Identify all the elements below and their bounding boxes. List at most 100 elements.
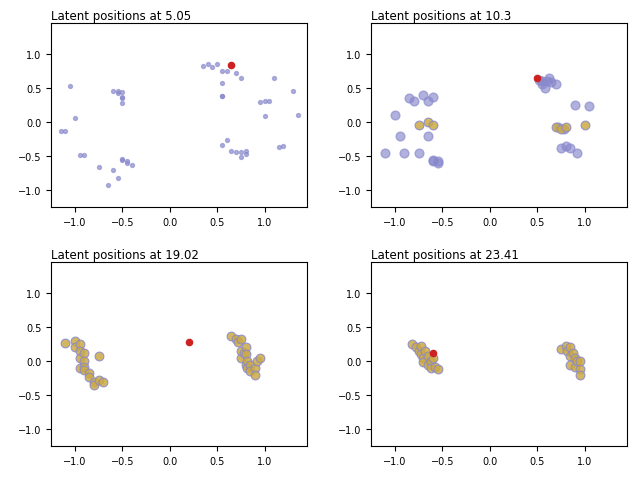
- Point: [553, 124, 563, 132]
- Point: [241, 361, 251, 369]
- Point: [575, 371, 585, 379]
- Point: [532, 75, 542, 83]
- Point: [93, 377, 104, 384]
- Point: [423, 132, 433, 140]
- Point: [418, 359, 428, 367]
- Point: [74, 340, 84, 348]
- Text: Latent positions at 23.41: Latent positions at 23.41: [371, 249, 519, 262]
- Point: [122, 159, 132, 167]
- Point: [433, 366, 443, 373]
- Point: [226, 332, 236, 340]
- Text: Latent positions at 10.3: Latent positions at 10.3: [371, 10, 511, 23]
- Point: [399, 150, 410, 158]
- Point: [226, 62, 236, 70]
- Point: [418, 92, 428, 100]
- Point: [236, 74, 246, 82]
- Point: [537, 82, 547, 89]
- Point: [572, 358, 582, 365]
- Point: [93, 164, 104, 171]
- Point: [117, 89, 127, 96]
- Point: [117, 156, 127, 164]
- Point: [584, 103, 595, 111]
- Point: [559, 126, 569, 133]
- Point: [417, 343, 427, 350]
- Point: [429, 363, 440, 371]
- Point: [241, 344, 251, 352]
- Point: [236, 348, 246, 355]
- Point: [117, 157, 127, 165]
- Point: [117, 94, 127, 102]
- Point: [413, 122, 424, 130]
- Point: [84, 373, 94, 381]
- Point: [202, 61, 212, 69]
- Point: [259, 113, 269, 121]
- Point: [217, 80, 227, 88]
- Point: [537, 78, 547, 85]
- Point: [568, 349, 579, 357]
- Point: [407, 340, 417, 348]
- Point: [36, 151, 47, 158]
- Point: [60, 339, 70, 347]
- Point: [380, 149, 390, 157]
- Point: [565, 361, 575, 369]
- Point: [226, 62, 236, 70]
- Point: [565, 344, 575, 352]
- Point: [418, 354, 428, 362]
- Point: [565, 352, 575, 360]
- Point: [572, 149, 582, 157]
- Point: [252, 358, 262, 365]
- Point: [404, 95, 414, 103]
- Point: [108, 88, 118, 96]
- Point: [255, 99, 265, 107]
- Point: [98, 378, 108, 385]
- Text: Latent positions at 5.05: Latent positions at 5.05: [51, 10, 191, 23]
- Point: [70, 344, 80, 352]
- Point: [60, 128, 70, 135]
- Point: [274, 144, 284, 152]
- Point: [113, 175, 123, 182]
- Point: [409, 98, 419, 106]
- Text: Latent positions at 19.02: Latent positions at 19.02: [51, 249, 199, 262]
- Point: [74, 364, 84, 372]
- Point: [89, 378, 99, 385]
- Point: [245, 368, 255, 375]
- Point: [113, 87, 123, 95]
- Point: [217, 93, 227, 101]
- Point: [226, 148, 236, 156]
- Point: [394, 132, 404, 140]
- Point: [250, 364, 260, 372]
- Point: [231, 149, 241, 156]
- Point: [551, 123, 561, 131]
- Point: [217, 142, 227, 150]
- Point: [423, 352, 433, 360]
- Point: [250, 371, 260, 379]
- Point: [243, 358, 253, 365]
- Point: [74, 354, 84, 362]
- Point: [575, 366, 585, 373]
- Point: [217, 93, 227, 101]
- Point: [541, 78, 552, 85]
- Point: [546, 79, 556, 87]
- Point: [269, 75, 279, 83]
- Point: [65, 83, 76, 90]
- Point: [278, 143, 289, 150]
- Point: [556, 345, 566, 353]
- Point: [570, 102, 580, 109]
- Point: [184, 338, 194, 346]
- Point: [207, 64, 218, 72]
- Point: [563, 348, 573, 355]
- Point: [241, 351, 251, 359]
- Point: [245, 361, 255, 369]
- Point: [212, 61, 222, 69]
- Point: [288, 88, 298, 96]
- Point: [198, 63, 208, 71]
- Point: [428, 354, 438, 362]
- Point: [117, 100, 127, 108]
- Point: [556, 126, 566, 133]
- Point: [433, 158, 443, 166]
- Point: [543, 75, 554, 83]
- Point: [236, 154, 246, 162]
- Point: [127, 162, 137, 169]
- Point: [423, 361, 433, 369]
- Point: [390, 112, 400, 120]
